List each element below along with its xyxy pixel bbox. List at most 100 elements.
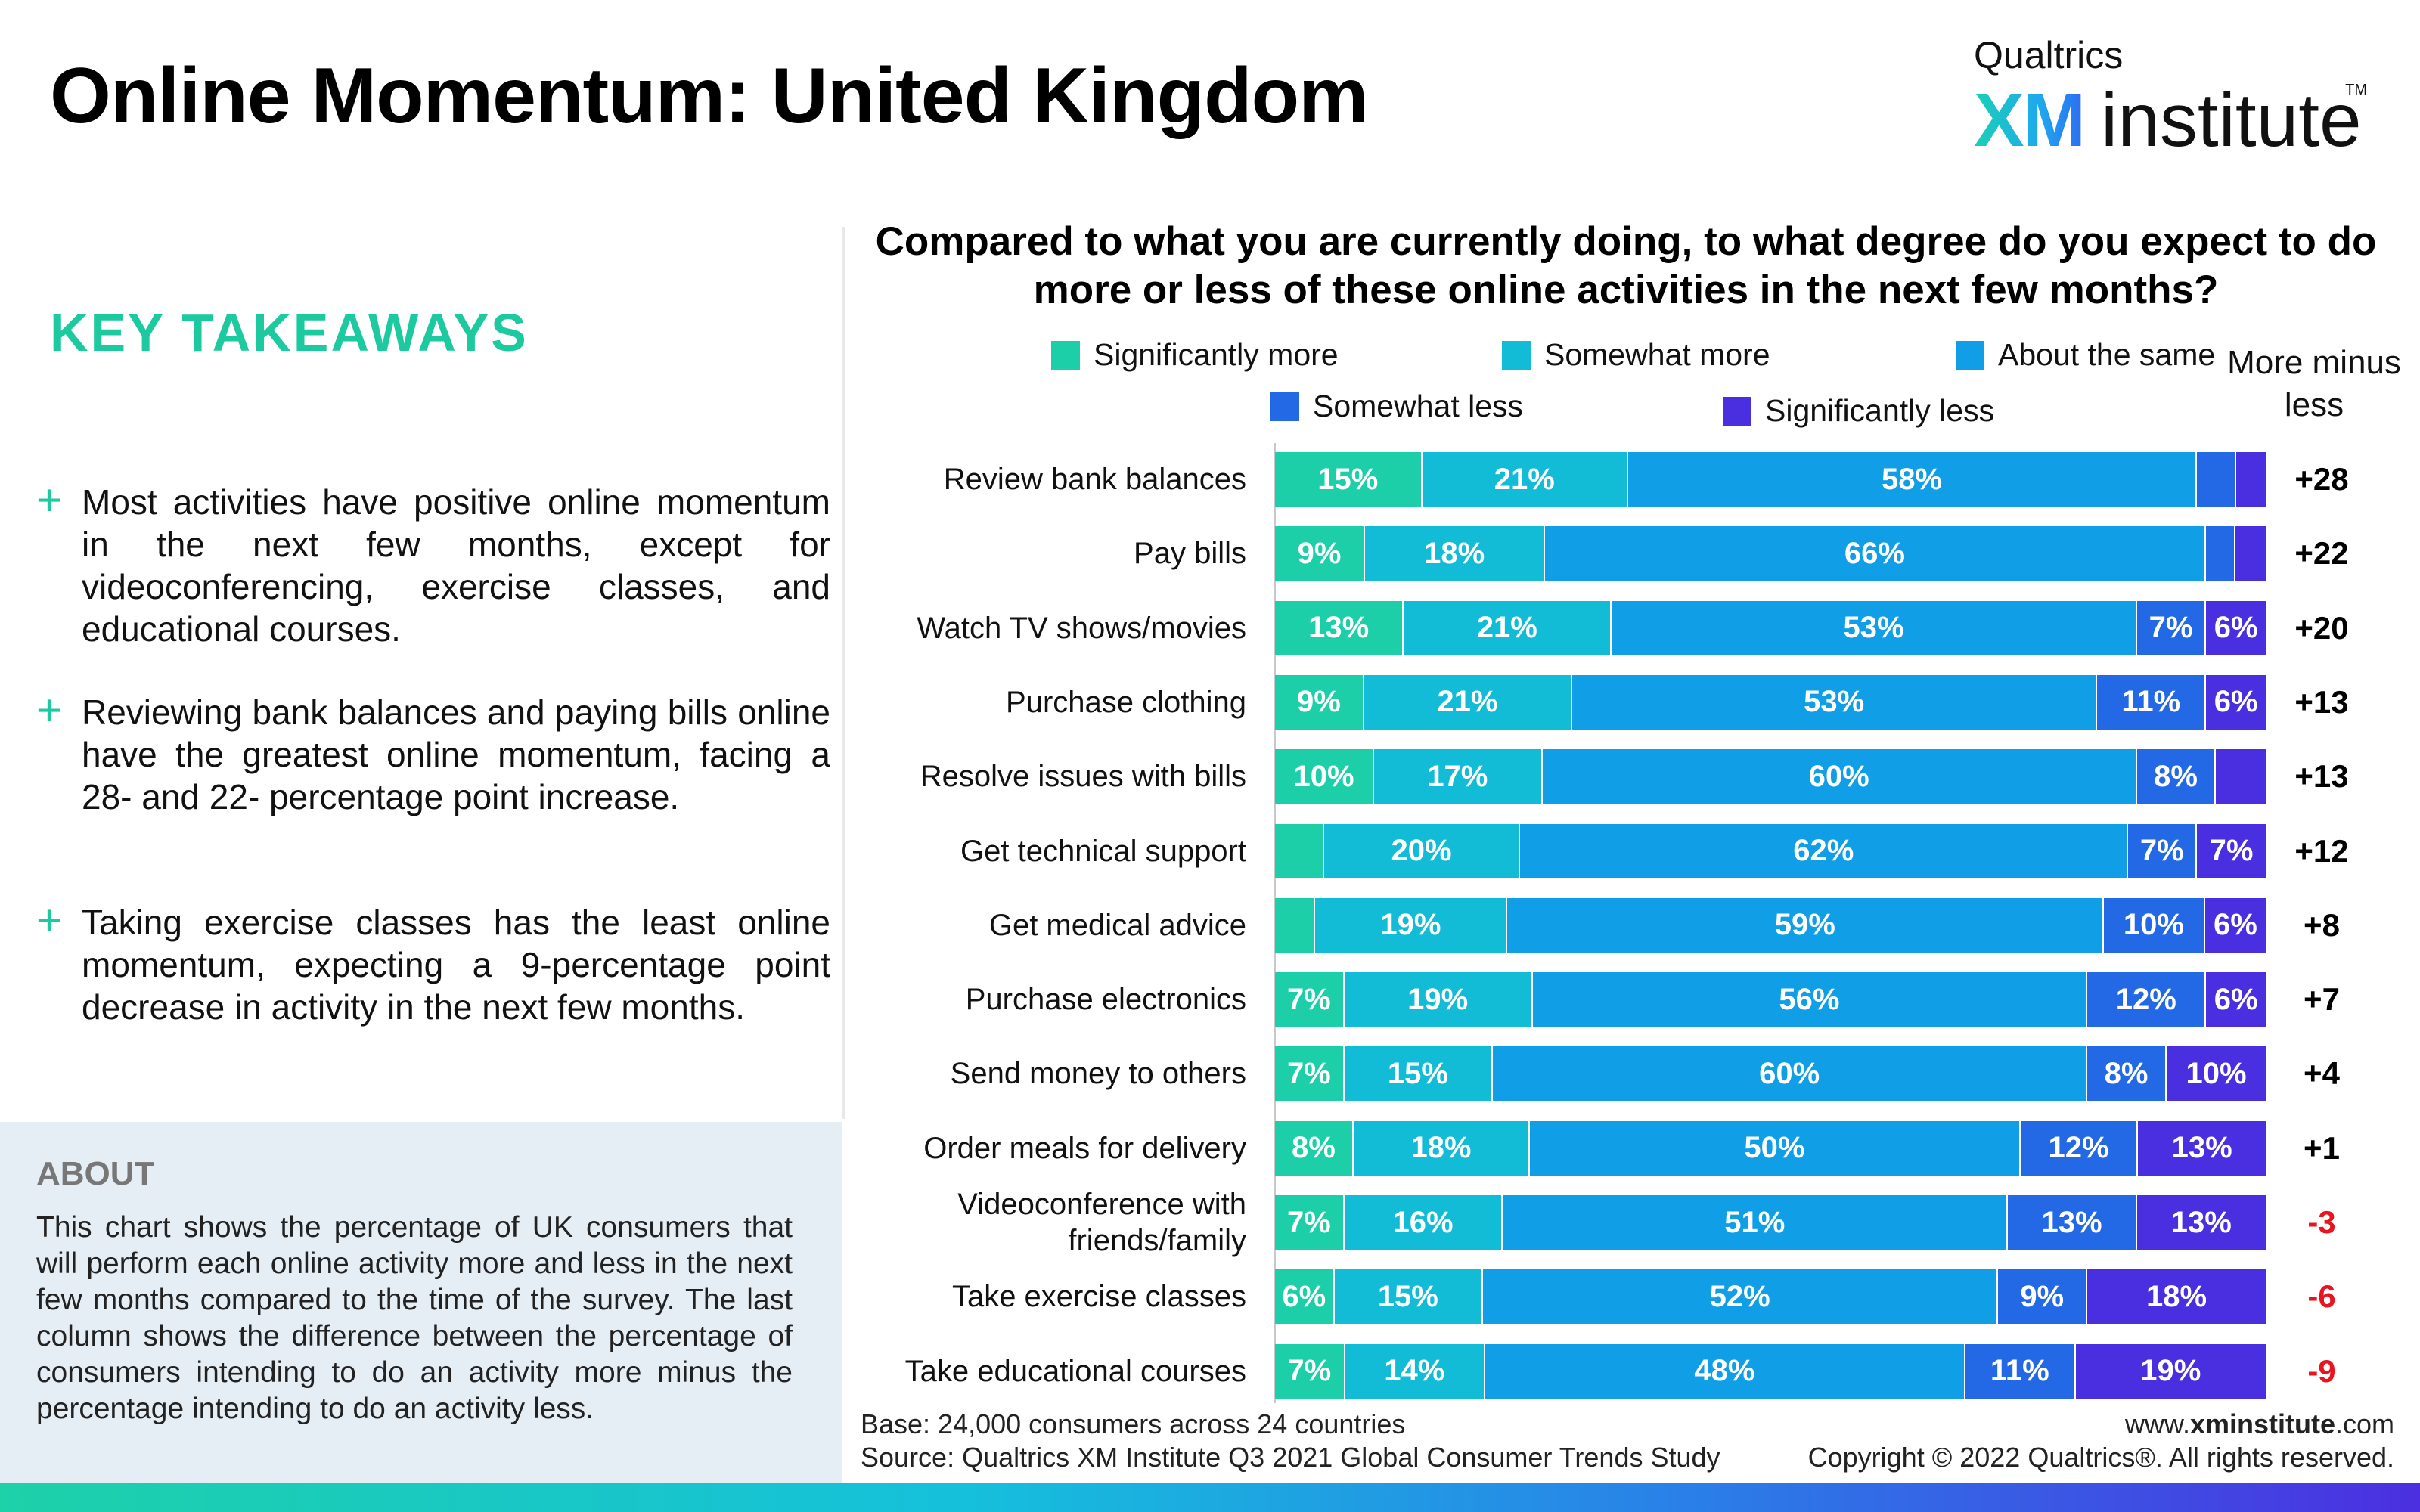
bar-segment: 6% [2206,600,2266,655]
bar-segment: 60% [1542,749,2137,804]
net-value: +28 [2294,461,2349,497]
stacked-bar: 19% 59% 10% 6% [1275,897,2266,953]
footer-url-bold: xminstitute [2189,1408,2335,1439]
bar-segment: 19% [2075,1343,2266,1399]
bar-segment: 6% [2206,674,2266,730]
net-value: +12 [2294,832,2349,869]
bar-segment: 21% [1404,600,1612,655]
bar-segment: 10% [1275,749,1374,804]
bar-segment: 7% [2136,600,2207,655]
plus-icon: + [36,476,62,525]
net-value: -3 [2307,1204,2336,1240]
logo-tm-text: TM [2345,82,2367,98]
page-title: Online Momentum: United Kingdom [50,52,1369,140]
logo-xm-text: XM [1974,78,2086,163]
bar-segment: 52% [1483,1269,1999,1325]
bar-segment: 56% [1532,972,2088,1027]
bar-segment [1275,897,1316,953]
bar-segment: 48% [1485,1343,1966,1399]
bar-segment: 11% [1965,1343,2076,1399]
legend-label: Somewhat more [1544,337,1770,372]
category-label: Send money to others [950,1057,1246,1091]
category-label: Take exercise classes [951,1280,1246,1314]
stacked-bar: 10% 17% 60% 8% [1275,749,2266,804]
bar-segment: 20% [1323,823,1521,878]
bar-segment: 15% [1344,1046,1494,1101]
plus-icon: + [36,686,62,735]
legend-swatch [1723,396,1751,426]
bar-segment: 11% [2097,674,2207,730]
bar-segment [2205,526,2236,581]
bar-segment: 50% [1530,1120,2021,1176]
bar-segment: 8% [1275,1120,1354,1176]
xm-institute-logo: Qualtrics XM institute TM [1974,29,2367,163]
stacked-bar: 7% 14% 48% 11% 19% [1275,1343,2266,1399]
chart-title: Compared to what you are currently doing… [875,219,2377,312]
category-label: Videoconference with friends/family [957,1188,1246,1257]
bar-segment: 13% [2136,1195,2266,1250]
bar-segment: 12% [2087,972,2207,1027]
plus-icon: + [36,896,62,945]
bar-segment: 7% [1275,972,1345,1027]
stacked-bar: 9% 18% 66% [1275,526,2266,581]
bar-segment [2197,452,2237,507]
logo-qualtrics-text: Qualtrics [1974,34,2124,76]
bar-segment: 19% [1315,897,1508,953]
bar-segment: 7% [2197,823,2266,878]
footer-source: Source: Qualtrics XM Institute Q3 2021 G… [861,1442,1720,1473]
stacked-bar: 9% 21% 53% 11% 6% [1275,674,2266,730]
bar-segment: 8% [2136,749,2217,804]
takeaway-text: Taking exercise classes has the least on… [82,903,830,1027]
bar-segment: 17% [1374,749,1543,804]
bar-segment: 15% [1275,452,1423,507]
category-label: Order meals for delivery [923,1131,1246,1165]
net-value: +4 [2304,1055,2340,1092]
takeaway-text: Most activities have positive online mom… [82,482,830,649]
bar-segment: 13% [2138,1120,2266,1176]
footer-copyright: Copyright © 2022 Qualtrics®. All rights … [1807,1442,2394,1473]
bar-segment: 21% [1364,674,1572,730]
net-value: +1 [2304,1129,2340,1166]
category-label: Purchase clothing [1006,685,1246,719]
bar-segment: 13% [1275,600,1404,655]
bar-segment: 10% [2166,1046,2266,1101]
bar-segment: 59% [1507,897,2105,953]
stacked-bar: 7% 15% 60% 8% 10% [1275,1046,2266,1101]
bar-segment [2236,452,2266,507]
bar-segment: 58% [1627,452,2198,507]
net-column-header: More minus less [2227,344,2401,423]
bar-segment: 66% [1545,526,2206,581]
legend-swatch [1956,340,1984,370]
category-label: Resolve issues with bills [920,760,1246,794]
net-value: +13 [2294,758,2349,795]
legend-somewhat-less: Somewhat less [1270,389,1523,424]
legend-label: Significantly more [1094,337,1339,372]
bar-segment: 6% [2204,897,2266,953]
legend-significantly-less: Significantly less [1723,393,1994,429]
bar-segment: 6% [2206,972,2266,1027]
bar-segment [2235,526,2266,581]
bar-segment: 7% [1275,1343,1345,1399]
bar-segment: 9% [1275,526,1366,581]
bar-segment: 13% [2008,1195,2137,1250]
bar-segment: 8% [2087,1046,2167,1101]
legend-significantly-more: Significantly more [1051,337,1339,373]
bar-segment: 7% [2128,823,2198,878]
stacked-bar: 15% 21% 58% [1275,452,2266,507]
bar-segment [1275,823,1324,878]
footer-left: Base: 24,000 consumers across 24 countri… [861,1408,1720,1474]
bar-segment: 18% [1365,526,1546,581]
bar-segment: 6% [1275,1269,1335,1325]
bar-segment: 7% [1275,1195,1345,1250]
bar-segment: 53% [1571,674,2098,730]
legend-label: Significantly less [1765,393,1995,428]
net-value: +22 [2294,535,2349,572]
bar-segment: 53% [1612,600,2137,655]
stacked-bar: 13% 21% 53% 7% 6% [1275,600,2266,655]
takeaways-title: KEY TAKEAWAYS [50,303,529,362]
bar-segment: 9% [1275,674,1364,730]
footer-base: Base: 24,000 consumers across 24 countri… [861,1408,1406,1439]
footer-url-pre: www. [2124,1408,2190,1439]
footer-url[interactable]: www.xminstitute.com [1808,1408,2394,1441]
stacked-bar: 6% 15% 52% 9% 18% [1275,1269,2266,1325]
